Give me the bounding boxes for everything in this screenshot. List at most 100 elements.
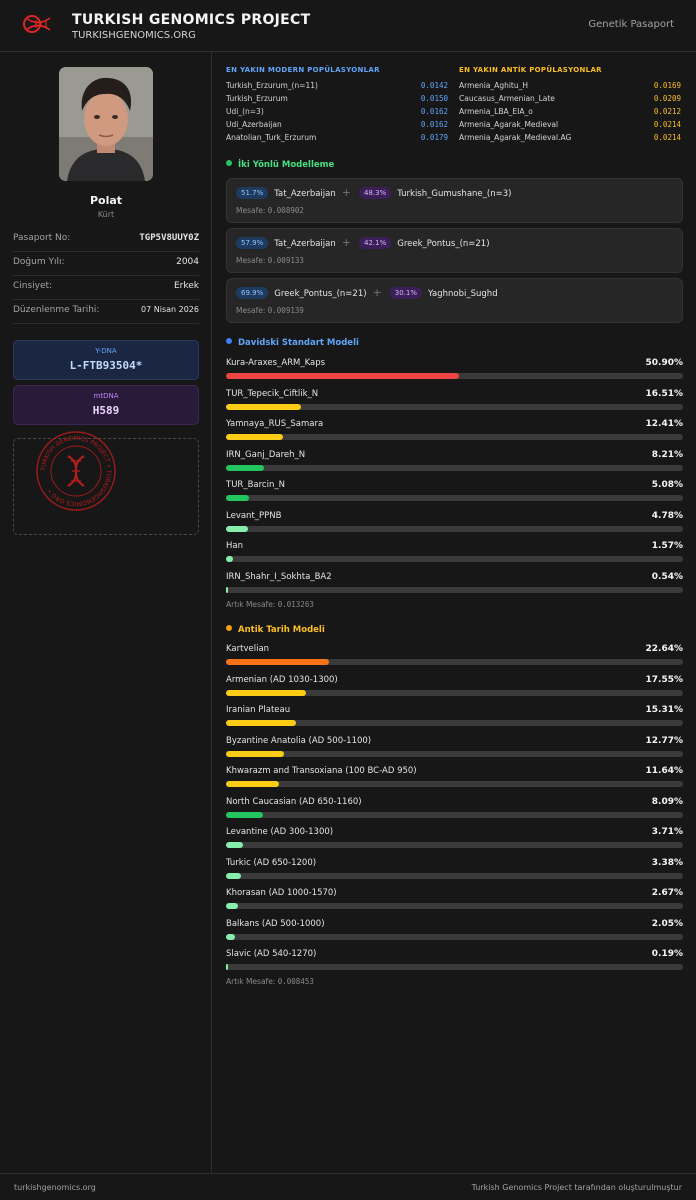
population-distance: 0.0162 bbox=[420, 107, 448, 116]
component-percent: 16.51% bbox=[645, 388, 684, 399]
population-distance: 0.0214 bbox=[653, 120, 681, 129]
component-name: Levantine (AD 300-1300) bbox=[226, 827, 334, 837]
footer-site-link[interactable]: turkishgenomics.org bbox=[14, 1183, 96, 1192]
footer-credit: Turkish Genomics Project tarafından oluş… bbox=[471, 1183, 682, 1192]
population-distance: 0.0214 bbox=[653, 133, 681, 142]
progress-fill bbox=[226, 525, 248, 532]
progress-track bbox=[226, 842, 683, 848]
plus-icon: + bbox=[341, 186, 351, 199]
progress-track bbox=[226, 373, 683, 379]
passport-label: Pasaport No: bbox=[13, 233, 71, 243]
progress-track bbox=[226, 933, 683, 940]
component-percent: 1.57% bbox=[651, 541, 683, 551]
issue-date-value: 07 Nisan 2026 bbox=[141, 305, 199, 314]
progress-fill bbox=[226, 842, 243, 848]
profile-ethnicity: Kürt bbox=[97, 210, 115, 219]
progress-track bbox=[226, 586, 683, 593]
component-percent: 48.3% bbox=[358, 187, 392, 199]
progress-track bbox=[226, 403, 683, 410]
progress-fill bbox=[226, 720, 296, 726]
component-percent: 0.54% bbox=[651, 571, 683, 582]
progress-track bbox=[226, 495, 683, 501]
component-name: Byzantine Anatolia (AD 500-1100) bbox=[226, 735, 372, 746]
brand-url[interactable]: TURKISHGENOMICS.ORG bbox=[72, 30, 196, 41]
ancestry-bar-row: Byzantine Anatolia (AD 500-1100) 12.77% bbox=[226, 736, 683, 766]
population-distance: 0.0179 bbox=[420, 133, 448, 142]
ancestry-bar-row: TUR_Tepecik_Ciftlik_N 16.51% bbox=[226, 389, 683, 419]
ancestry-bar-row: Kura-Araxes_ARM_Kaps 50.90% bbox=[226, 358, 683, 388]
component-name: IRN_Ganj_Dareh_N bbox=[226, 449, 306, 460]
progress-track bbox=[226, 872, 683, 879]
ancestry-bar-row: Levantine (AD 300-1300) 3.71% bbox=[226, 827, 683, 857]
gender-label: Cinsiyet: bbox=[13, 281, 53, 291]
ancestry-bar-row: North Caucasian (AD 650-1160) 8.09% bbox=[226, 797, 683, 827]
seal-stamp-icon: TURKISH GENOMICS PROJECT • TURKISHGENOMI… bbox=[36, 431, 116, 511]
component-name: Greek_Pontus_(n=21) bbox=[274, 289, 367, 299]
component-name: Kura-Araxes_ARM_Kaps bbox=[226, 358, 326, 368]
population-row: Anatolian_Turk_Erzurum 0.0179 bbox=[226, 132, 448, 145]
info-row-issue-date: Düzenlenme Tarihi: 07 Nisan 2026 bbox=[13, 300, 199, 324]
modern-populations: EN YAKIN MODERN POPÜLASYONLAR Turkish_Er… bbox=[226, 66, 448, 145]
footer: turkishgenomics.org Turkish Genomics Pro… bbox=[0, 1173, 696, 1200]
progress-track bbox=[226, 525, 683, 532]
ancestry-bar-row: Han 1.57% bbox=[226, 541, 683, 571]
population-name: Caucasus_Armenian_Late bbox=[459, 94, 555, 103]
info-row-passport: Pasaport No: TGP5V8UUY0Z bbox=[13, 228, 199, 252]
progress-fill bbox=[226, 903, 239, 909]
component-percent: 50.90% bbox=[645, 358, 684, 368]
profile-name: Polat bbox=[89, 194, 123, 207]
ancestry-bar-row: Armenian (AD 1030-1300) 17.55% bbox=[226, 675, 683, 705]
mtdna-haplogroup: H589 bbox=[92, 404, 120, 417]
ancient-populations-title: EN YAKIN ANTİK POPÜLASYONLAR bbox=[459, 66, 602, 74]
header: TURKISH GENOMICS PROJECT TURKISHGENOMICS… bbox=[0, 0, 696, 52]
component-name: Armenian (AD 1030-1300) bbox=[226, 674, 338, 685]
ydna-haplogroup: L-FTB93504* bbox=[69, 359, 143, 372]
brand-title: TURKISH GENOMICS PROJECT bbox=[72, 12, 311, 28]
progress-track bbox=[226, 464, 683, 471]
ydna-label: Y-DNA bbox=[95, 347, 117, 355]
progress-fill bbox=[226, 403, 302, 410]
progress-fill bbox=[226, 872, 242, 879]
component-percent: 5.08% bbox=[651, 480, 683, 490]
component-name: Khorasan (AD 1000-1570) bbox=[226, 888, 337, 898]
component-name: Levant_PPNB bbox=[226, 510, 282, 521]
component-percent: 11.64% bbox=[645, 766, 684, 776]
component-name: TUR_Barcin_N bbox=[226, 480, 285, 490]
progress-fill bbox=[226, 373, 459, 379]
profile-sidebar: Polat Kürt Pasaport No: TGP5V8UUY0Z Doğu… bbox=[0, 52, 212, 1173]
ancestry-bar-row: TUR_Barcin_N 5.08% bbox=[226, 480, 683, 510]
dna-logo-icon bbox=[23, 15, 51, 33]
progress-fill bbox=[226, 495, 250, 501]
issue-date-label: Düzenlenme Tarihi: bbox=[13, 305, 100, 315]
component-name: Slavic (AD 540-1270) bbox=[226, 949, 317, 959]
component-percent: 3.71% bbox=[651, 827, 683, 837]
progress-track bbox=[226, 781, 683, 787]
antik-residual: Artık Mesafe: 0.008453 bbox=[226, 977, 314, 986]
info-row-gender: Cinsiyet: Erkek bbox=[13, 276, 199, 300]
ancestry-bar-row: Kartvelian 22.64% bbox=[226, 644, 683, 674]
passport-number: TGP5V8UUY0Z bbox=[139, 233, 199, 243]
progress-track bbox=[226, 964, 683, 970]
progress-track bbox=[226, 659, 683, 665]
progress-fill bbox=[226, 689, 307, 696]
component-name: Iranian Plateau bbox=[226, 705, 291, 715]
component-percent: 57.9% bbox=[236, 237, 269, 249]
progress-track bbox=[226, 750, 683, 757]
population-row: Armenia_LBA_EIA_o 0.0212 bbox=[459, 106, 681, 119]
mtdna-label: mtDNA bbox=[93, 392, 119, 400]
ancestry-bar-row: Slavic (AD 540-1270) 0.19% bbox=[226, 949, 683, 979]
component-name: Tat_Azerbaijan bbox=[274, 239, 336, 249]
population-distance: 0.0162 bbox=[420, 120, 448, 129]
component-percent: 8.09% bbox=[651, 796, 683, 807]
section-dot-icon bbox=[226, 338, 232, 344]
population-name: Udi_(n=3) bbox=[226, 107, 264, 116]
population-name: Armenia_Agarak_Medieval.AG bbox=[459, 133, 572, 142]
model-card: 69.9% Greek_Pontus_(n=21) +30.1% Yaghnobi_S… bbox=[226, 278, 683, 323]
component-percent: 69.9% bbox=[236, 287, 269, 299]
component-percent: 12.41% bbox=[645, 419, 684, 429]
progress-fill bbox=[226, 964, 228, 970]
population-distance: 0.0150 bbox=[420, 94, 448, 103]
component-name: Han bbox=[226, 541, 243, 551]
ancestry-bar-row: Balkans (AD 500-1000) 2.05% bbox=[226, 919, 683, 949]
mtdna-box: mtDNA H589 bbox=[13, 385, 199, 425]
